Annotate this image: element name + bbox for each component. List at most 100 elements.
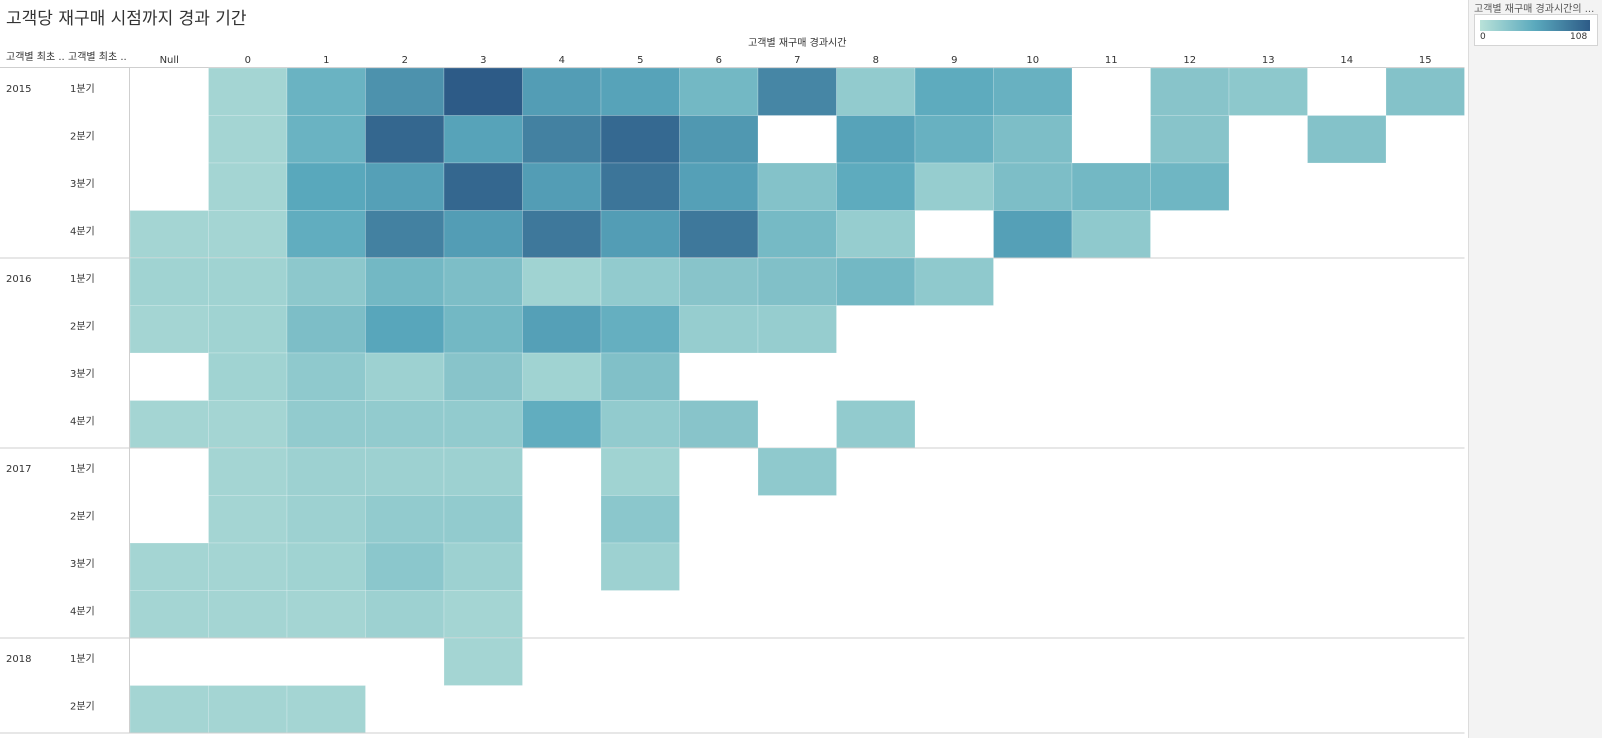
- heatmap-cell[interactable]: [443, 542, 523, 591]
- heatmap-cell[interactable]: [522, 352, 602, 401]
- heatmap-cell[interactable]: [365, 305, 445, 354]
- heatmap-cell[interactable]: [522, 400, 602, 449]
- heatmap-cell[interactable]: [208, 305, 288, 354]
- heatmap-cell[interactable]: [993, 115, 1073, 164]
- heatmap-cell[interactable]: [365, 115, 445, 164]
- heatmap-cell[interactable]: [129, 257, 209, 306]
- heatmap-cell[interactable]: [208, 162, 288, 211]
- heatmap-cell[interactable]: [757, 257, 837, 306]
- heatmap-cell[interactable]: [679, 210, 759, 259]
- heatmap-cell[interactable]: [914, 162, 994, 211]
- heatmap-cell[interactable]: [365, 210, 445, 259]
- heatmap-cell[interactable]: [286, 257, 366, 306]
- heatmap-cell[interactable]: [208, 400, 288, 449]
- heatmap-cell[interactable]: [836, 162, 916, 211]
- heatmap-cell[interactable]: [286, 210, 366, 259]
- heatmap-cell[interactable]: [443, 115, 523, 164]
- heatmap-cell[interactable]: [365, 67, 445, 116]
- heatmap-cell[interactable]: [993, 162, 1073, 211]
- heatmap-cell[interactable]: [522, 67, 602, 116]
- heatmap-cell[interactable]: [914, 67, 994, 116]
- heatmap-cell[interactable]: [443, 590, 523, 639]
- heatmap-cell[interactable]: [757, 162, 837, 211]
- heatmap-cell[interactable]: [443, 305, 523, 354]
- heatmap-cell[interactable]: [208, 115, 288, 164]
- heatmap-cell[interactable]: [286, 115, 366, 164]
- heatmap-cell[interactable]: [1150, 67, 1230, 116]
- heatmap-cell[interactable]: [757, 447, 837, 496]
- heatmap-cell[interactable]: [286, 352, 366, 401]
- heatmap-cell[interactable]: [286, 685, 366, 734]
- heatmap-cell[interactable]: [993, 210, 1073, 259]
- heatmap-cell[interactable]: [757, 305, 837, 354]
- heatmap-cell[interactable]: [129, 305, 209, 354]
- heatmap-cell[interactable]: [443, 447, 523, 496]
- heatmap-cell[interactable]: [286, 542, 366, 591]
- heatmap-cell[interactable]: [914, 257, 994, 306]
- heatmap-cell[interactable]: [600, 305, 680, 354]
- heatmap-cell[interactable]: [836, 115, 916, 164]
- heatmap-cell[interactable]: [522, 115, 602, 164]
- heatmap-cell[interactable]: [129, 590, 209, 639]
- heatmap-cell[interactable]: [365, 447, 445, 496]
- heatmap-cell[interactable]: [208, 685, 288, 734]
- heatmap-cell[interactable]: [600, 495, 680, 544]
- heatmap-cell[interactable]: [600, 162, 680, 211]
- heatmap-cell[interactable]: [679, 257, 759, 306]
- heatmap-cell[interactable]: [208, 210, 288, 259]
- heatmap-cell[interactable]: [443, 67, 523, 116]
- heatmap-cell[interactable]: [129, 685, 209, 734]
- heatmap-cell[interactable]: [914, 115, 994, 164]
- heatmap-cell[interactable]: [1150, 115, 1230, 164]
- heatmap-cell[interactable]: [443, 400, 523, 449]
- heatmap-cell[interactable]: [208, 257, 288, 306]
- heatmap-cell[interactable]: [443, 257, 523, 306]
- heatmap-cell[interactable]: [757, 67, 837, 116]
- heatmap-cell[interactable]: [443, 352, 523, 401]
- heatmap-cell[interactable]: [522, 162, 602, 211]
- heatmap-cell[interactable]: [208, 590, 288, 639]
- heatmap-cell[interactable]: [522, 210, 602, 259]
- heatmap-cell[interactable]: [836, 210, 916, 259]
- heatmap-cell[interactable]: [286, 447, 366, 496]
- heatmap-cell[interactable]: [365, 352, 445, 401]
- heatmap-cell[interactable]: [600, 257, 680, 306]
- heatmap-cell[interactable]: [522, 257, 602, 306]
- heatmap-cell[interactable]: [286, 67, 366, 116]
- heatmap-cell[interactable]: [600, 400, 680, 449]
- heatmap-cell[interactable]: [600, 447, 680, 496]
- heatmap-cell[interactable]: [1228, 67, 1308, 116]
- heatmap-cell[interactable]: [679, 162, 759, 211]
- heatmap-cell[interactable]: [1150, 162, 1230, 211]
- heatmap-cell[interactable]: [600, 542, 680, 591]
- heatmap-cell[interactable]: [679, 400, 759, 449]
- heatmap-cell[interactable]: [600, 67, 680, 116]
- heatmap-cell[interactable]: [286, 162, 366, 211]
- heatmap-cell[interactable]: [208, 495, 288, 544]
- heatmap-cell[interactable]: [365, 590, 445, 639]
- heatmap-cell[interactable]: [757, 210, 837, 259]
- heatmap-cell[interactable]: [600, 352, 680, 401]
- heatmap-cell[interactable]: [286, 305, 366, 354]
- heatmap-cell[interactable]: [679, 305, 759, 354]
- heatmap-cell[interactable]: [600, 210, 680, 259]
- heatmap-cell[interactable]: [443, 210, 523, 259]
- heatmap-cell[interactable]: [679, 67, 759, 116]
- heatmap-cell[interactable]: [836, 400, 916, 449]
- heatmap-cell[interactable]: [365, 495, 445, 544]
- heatmap-cell[interactable]: [208, 67, 288, 116]
- heatmap-cell[interactable]: [365, 400, 445, 449]
- heatmap-cell[interactable]: [286, 400, 366, 449]
- heatmap-cell[interactable]: [286, 495, 366, 544]
- heatmap-cell[interactable]: [443, 162, 523, 211]
- heatmap-cell[interactable]: [208, 447, 288, 496]
- heatmap-cell[interactable]: [1385, 67, 1465, 116]
- heatmap-cell[interactable]: [600, 115, 680, 164]
- heatmap-cell[interactable]: [208, 352, 288, 401]
- heatmap-cell[interactable]: [129, 400, 209, 449]
- heatmap-cell[interactable]: [1071, 210, 1151, 259]
- heatmap-cell[interactable]: [679, 115, 759, 164]
- heatmap-cell[interactable]: [129, 542, 209, 591]
- heatmap-cell[interactable]: [1071, 162, 1151, 211]
- heatmap-cell[interactable]: [286, 590, 366, 639]
